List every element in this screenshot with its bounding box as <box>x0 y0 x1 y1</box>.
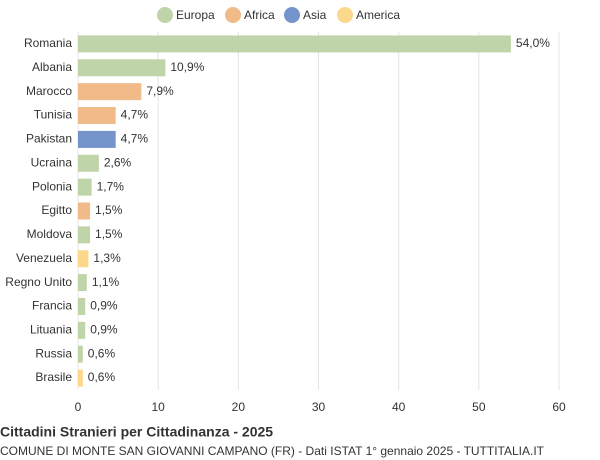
y-tick-label: Lituania <box>30 323 72 337</box>
value-label: 1,5% <box>95 227 123 241</box>
bar <box>78 369 83 387</box>
bar <box>78 130 116 148</box>
value-label: 2,6% <box>104 155 132 169</box>
legend-marker <box>225 7 241 23</box>
x-tick-label: 40 <box>392 400 406 414</box>
x-tick-label: 60 <box>552 400 566 414</box>
y-tick-label: Regno Unito <box>5 275 72 289</box>
y-tick-label: Polonia <box>32 179 72 193</box>
value-label: 0,9% <box>90 323 118 337</box>
bar <box>78 321 86 339</box>
bar <box>78 59 166 77</box>
value-label: 4,7% <box>121 132 149 146</box>
y-tick-label: Venezuela <box>16 251 72 265</box>
bar <box>78 202 91 220</box>
chart-subtitle: COMUNE DI MONTE SAN GIOVANNI CAMPANO (FR… <box>0 444 545 458</box>
bar <box>78 178 92 196</box>
legend-marker <box>284 7 300 23</box>
legend-label: Africa <box>244 8 275 22</box>
x-tick-label: 50 <box>472 400 486 414</box>
y-tick-label: Pakistan <box>26 132 72 146</box>
y-tick-label: Marocco <box>26 84 72 98</box>
bar <box>78 154 99 172</box>
value-label: 0,9% <box>90 299 118 313</box>
y-tick-label: Ucraina <box>31 155 73 169</box>
bar <box>78 107 116 125</box>
value-label: 1,7% <box>97 179 125 193</box>
legend-marker <box>337 7 353 23</box>
value-label: 0,6% <box>88 370 116 384</box>
y-tick-label: Albania <box>32 60 72 74</box>
legend-label: Europa <box>176 8 215 22</box>
y-tick-label: Egitto <box>41 203 72 217</box>
x-tick-label: 20 <box>232 400 246 414</box>
value-label: 1,1% <box>92 275 120 289</box>
bar <box>78 226 91 244</box>
x-tick-label: 30 <box>312 400 326 414</box>
bar <box>78 345 83 363</box>
y-tick-label: Romania <box>24 36 72 50</box>
y-tick-label: Moldova <box>27 227 73 241</box>
value-label: 0,6% <box>88 346 116 360</box>
bar <box>78 274 87 292</box>
value-label: 10,9% <box>170 60 204 74</box>
value-label: 1,5% <box>95 203 123 217</box>
bar <box>78 35 511 53</box>
legend-marker <box>157 7 173 23</box>
legend-label: Asia <box>303 8 327 22</box>
x-tick-label: 10 <box>151 400 165 414</box>
y-tick-label: Brasile <box>35 370 72 384</box>
value-label: 54,0% <box>516 36 550 50</box>
value-label: 1,3% <box>93 251 121 265</box>
bar <box>78 83 142 101</box>
bar <box>78 297 86 315</box>
y-tick-label: Tunisia <box>34 108 73 122</box>
bar <box>78 250 89 268</box>
chart-title: Cittadini Stranieri per Cittadinanza - 2… <box>0 424 273 440</box>
y-tick-label: Russia <box>35 346 72 360</box>
legend-label: America <box>356 8 400 22</box>
value-label: 7,9% <box>146 84 174 98</box>
x-tick-label: 0 <box>75 400 82 414</box>
y-tick-label: Francia <box>32 299 72 313</box>
value-label: 4,7% <box>121 108 149 122</box>
